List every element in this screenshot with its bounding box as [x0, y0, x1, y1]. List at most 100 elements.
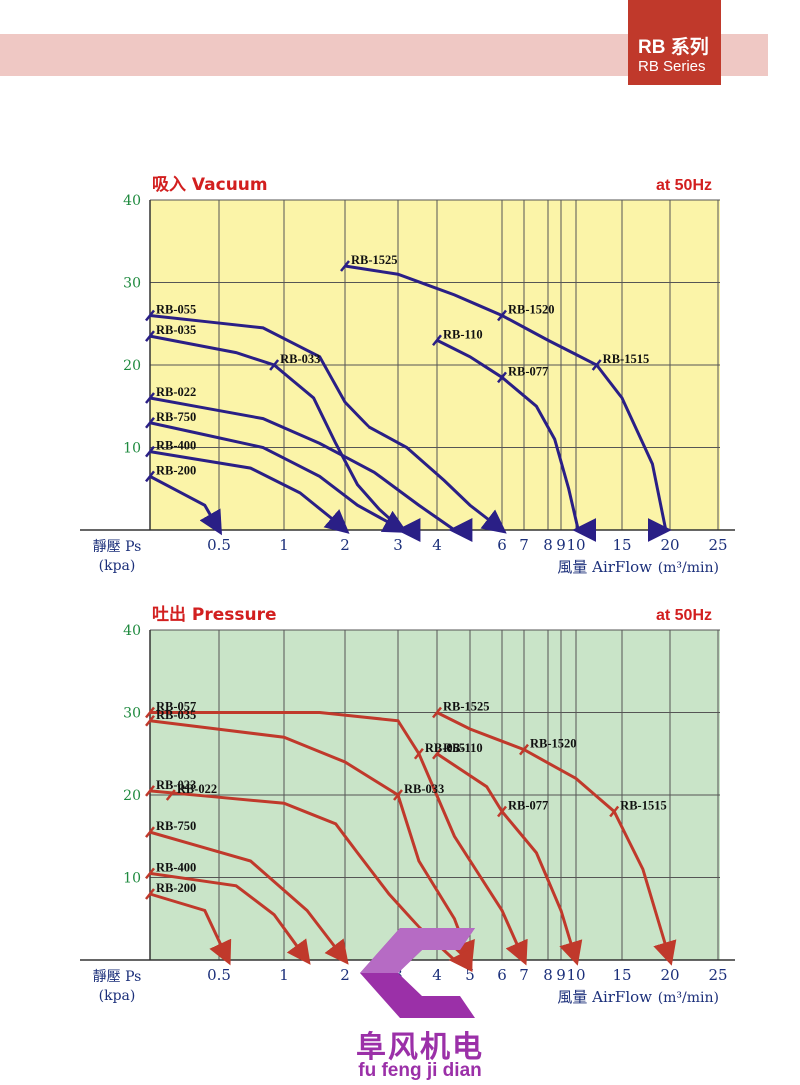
y-axis-label: 靜壓 Ps	[93, 539, 142, 555]
x-tick-label: 20	[660, 536, 679, 554]
series-line	[149, 450, 351, 534]
x-axis-unit: (m³/min)	[658, 560, 719, 576]
series-label: RB-033	[280, 352, 320, 366]
x-tick-label: 2	[340, 536, 350, 554]
series-marker	[497, 371, 507, 384]
series-marker	[145, 416, 155, 429]
series-line	[436, 338, 586, 536]
series-marker	[432, 334, 442, 347]
series-line	[149, 334, 408, 534]
brand-pinyin: fu feng ji dian	[358, 1060, 482, 1081]
series-label: RB-022	[177, 782, 217, 796]
y-tick-label: 40	[123, 193, 141, 209]
x-tick-label: 7	[519, 966, 529, 984]
series-line	[149, 789, 460, 964]
series-marker	[497, 309, 507, 322]
series-label: RB-057	[156, 700, 196, 714]
series-line	[149, 314, 507, 534]
series-label: RB-750	[156, 410, 196, 424]
series-line	[344, 264, 673, 536]
series-line	[149, 421, 408, 534]
series-label: RB-1525	[351, 253, 398, 267]
series-label: RB-110	[443, 741, 483, 755]
y-axis-label: 靜壓 Ps	[93, 969, 142, 985]
x-tick-label: 15	[612, 966, 631, 984]
series-marker	[432, 747, 442, 760]
series-label: RB-055	[425, 741, 465, 755]
y-axis-unit: (kpa)	[99, 558, 136, 574]
series-marker	[145, 309, 155, 322]
x-tick-label: 1	[279, 966, 289, 984]
x-tick-label: 7	[519, 536, 529, 554]
series-line	[149, 892, 232, 966]
x-tick-label: 4	[432, 536, 442, 554]
series-marker	[145, 470, 155, 483]
series-marker	[145, 785, 155, 797]
series-label: RB-077	[508, 799, 548, 813]
x-tick-label: 5	[465, 966, 475, 984]
x-tick-label: 10	[566, 966, 585, 984]
series-marker	[165, 789, 176, 801]
series-marker	[145, 330, 155, 342]
series-label: RB-077	[508, 364, 548, 378]
series-label: RB-022	[156, 385, 196, 399]
chart-title: 吸入 Vacuum	[152, 175, 268, 195]
series-marker	[432, 706, 442, 719]
x-axis-unit: (m³/min)	[658, 990, 719, 1006]
x-tick-label: 9	[556, 966, 566, 984]
y-tick-label: 30	[123, 706, 141, 722]
x-tick-label: 6	[497, 966, 507, 984]
series-label: RB-750	[156, 819, 196, 833]
series-line	[149, 396, 460, 534]
series-marker	[497, 805, 507, 818]
y-tick-label: 30	[123, 276, 141, 292]
series-line	[436, 752, 583, 966]
series-line	[149, 475, 222, 536]
series-marker	[145, 826, 155, 838]
series-line	[149, 871, 312, 965]
chart-title-right: at 50Hz	[656, 177, 712, 194]
series-label: RB-033	[404, 782, 444, 796]
x-tick-label: 20	[660, 966, 679, 984]
series-marker	[145, 867, 155, 880]
x-tick-label: 4	[432, 966, 442, 984]
x-tick-label: 2	[340, 966, 350, 984]
y-axis-unit: (kpa)	[99, 988, 136, 1004]
x-tick-label: 25	[708, 966, 727, 984]
series-label: RB-1515	[620, 799, 667, 813]
series-label: RB-1520	[508, 303, 555, 317]
series-line	[436, 711, 677, 966]
brand-logo-icon	[360, 928, 475, 1018]
series-marker	[413, 747, 424, 760]
x-tick-label: 8	[543, 966, 553, 984]
chart-title-right: at 50Hz	[656, 607, 712, 624]
series-marker	[393, 789, 403, 801]
series-marker	[519, 743, 529, 756]
y-tick-label: 10	[123, 441, 141, 457]
x-axis-label: 風量 AirFlow	[557, 558, 652, 576]
series-label: RB-055	[156, 303, 196, 317]
x-tick-label: 0.5	[207, 966, 231, 984]
x-tick-label: 1	[279, 536, 289, 554]
series-label: RB-035	[156, 708, 196, 722]
x-tick-label: 25	[708, 536, 727, 554]
series-marker	[609, 805, 620, 818]
series-label: RB-400	[156, 860, 196, 874]
x-tick-label: 3	[393, 536, 403, 554]
x-tick-label: 0.5	[207, 536, 231, 554]
y-tick-label: 40	[123, 623, 141, 639]
series-marker	[145, 706, 155, 719]
x-tick-label: 6	[497, 536, 507, 554]
series-marker	[340, 260, 350, 272]
series-marker	[145, 888, 155, 900]
series-title-cn: RB 系列	[638, 37, 709, 58]
series-label: RB-400	[156, 439, 196, 453]
series-marker	[269, 359, 280, 371]
x-tick-label: 15	[612, 536, 631, 554]
series-label: RB-1520	[530, 737, 577, 751]
series-label: RB-200	[156, 881, 196, 895]
series-title-en: RB Series	[638, 58, 706, 75]
series-marker	[591, 359, 602, 371]
